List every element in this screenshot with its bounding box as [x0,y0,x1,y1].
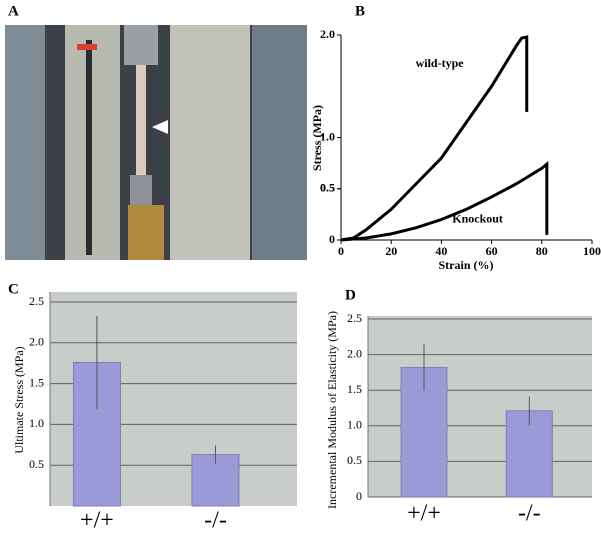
y-tick-label: 2.5 [347,311,362,325]
y-tick-label: 2.5 [29,294,44,308]
y-tick-label: 2.0 [29,335,44,349]
photo-sample [136,65,146,175]
y-tick-label: 2.0 [320,27,335,41]
photo-frame [65,25,120,260]
y-tick-label: 0.5 [320,181,335,195]
y-tick-label: 1.0 [347,418,362,432]
y-axis-label: Stress (MPa) [310,105,324,171]
photo-frame [170,25,250,260]
panel-label: C [8,281,19,297]
y-tick-label: 1.5 [347,382,362,396]
x-tick-label: 20 [385,244,397,258]
photo: A [5,3,307,260]
data-line [340,160,549,242]
photo-clip [77,44,97,50]
x-axis-label: Strain (%) [439,258,494,272]
y-tick-label: 1.0 [320,129,335,143]
photo-rod [86,40,92,255]
data-line [340,35,529,242]
y-tick-label: 1.5 [29,375,44,389]
x-tick-label: -/- [204,508,227,534]
x-tick-label: 60 [486,244,498,258]
series-label: Knockout [452,212,503,226]
series-label: wild-type [416,56,465,70]
x-tick-label: 0 [338,244,344,258]
photo-wall [5,25,45,260]
photo-arrow [152,120,168,134]
photo-clamp [130,175,152,205]
panel-label: B [355,3,365,19]
panel-label: D [345,287,356,303]
y-tick-label: 2.0 [347,346,362,360]
x-tick-label: 80 [536,244,548,258]
y-tick-label: 0 [329,232,335,246]
x-tick-label: -/- [518,501,541,527]
photo-cylinder [128,205,164,260]
y-tick-label: 0.5 [320,181,335,195]
y-axis-label: Incremental Modulus of Elasticity (MPa) [325,311,339,509]
y-tick-label: 0.5 [29,457,44,471]
y-tick-label: 0.5 [347,453,362,467]
panel-label: A [8,3,19,19]
x-tick-label: 100 [583,244,601,258]
x-tick-label: 40 [435,244,447,258]
photo-clamp [124,25,158,65]
y-tick-label: 0 [356,489,362,503]
photo-wall [252,25,307,260]
y-axis-label: Ultimate Stress (MPa) [12,346,26,453]
x-tick-label: +/+ [80,508,114,534]
y-tick-label: 1.0 [29,416,44,430]
x-tick-label: +/+ [407,501,441,527]
